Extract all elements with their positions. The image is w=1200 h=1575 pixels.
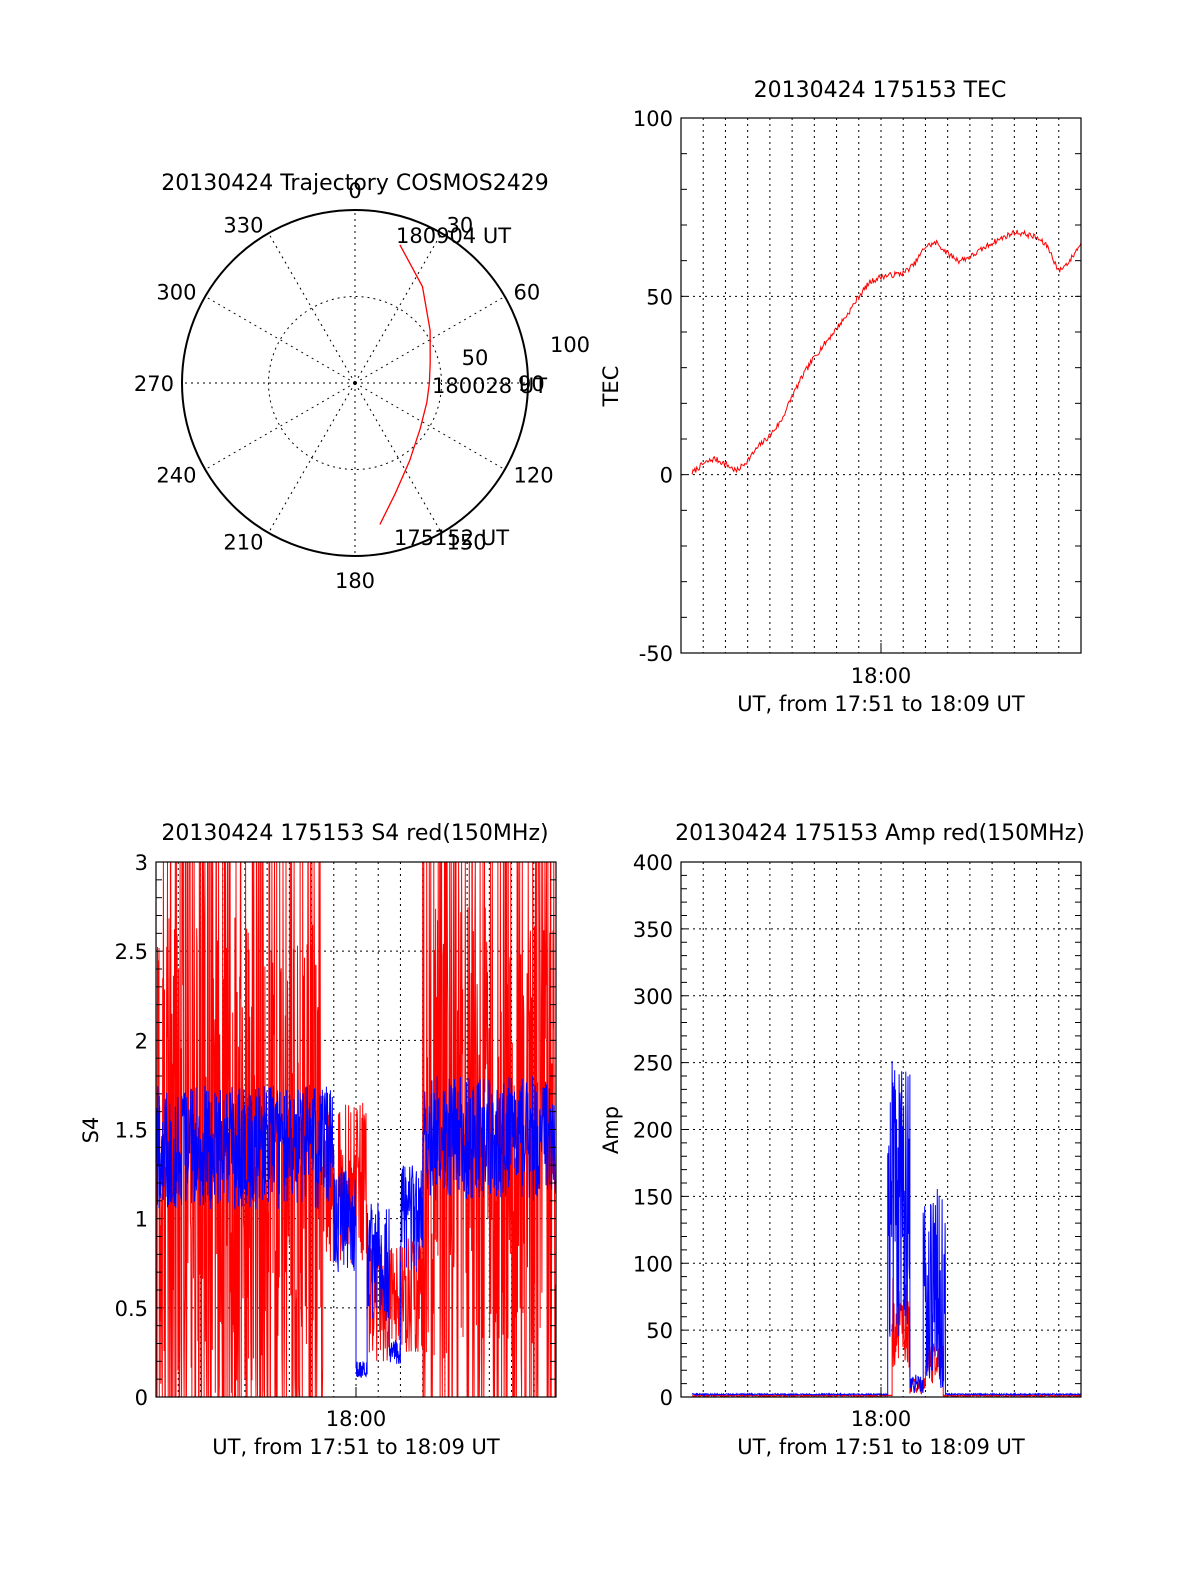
polar-spoke-30 xyxy=(354,232,442,384)
s4-chart: 20130424 175153 S4 red(150MHz) 0 0.5 1 1.5 2… xyxy=(79,821,557,1459)
s4-y-ticks: 0 0.5 1 1.5 2 2.5 3 xyxy=(115,851,556,1410)
tec-y-tick-3: 100 xyxy=(633,107,673,131)
tec-x-axis-label: UT, from 17:51 to 18:09 UT xyxy=(737,692,1025,716)
s4-y-tick-3: 1.5 xyxy=(115,1119,148,1143)
tec-x-tick: 18:00 xyxy=(851,664,912,688)
polar-angle-tick-180: 180 xyxy=(335,569,375,593)
s4-title: 20130424 175153 S4 red(150MHz) xyxy=(161,821,548,846)
amp-y-axis-label: Amp xyxy=(599,1106,623,1154)
amp-y-tick-2: 100 xyxy=(633,1252,673,1276)
amp-y-tick-8: 400 xyxy=(633,851,673,875)
s4-series xyxy=(155,861,557,1398)
tec-series-line-0 xyxy=(691,229,1082,475)
polar-radial-tick-100: 100 xyxy=(550,333,590,357)
polar-label-start: 175152 UT xyxy=(394,526,509,550)
s4-y-tick-1: 0.5 xyxy=(115,1297,148,1321)
polar-ring-50 xyxy=(268,296,442,470)
polar-angle-tick-30: 30 xyxy=(447,214,474,238)
polar-spoke-60 xyxy=(354,296,506,384)
polar-label-end: 180904 UT xyxy=(396,224,511,248)
polar-angle-tick-60: 60 xyxy=(513,281,540,305)
amp-y-tick-7: 350 xyxy=(633,918,673,942)
polar-outer-ring xyxy=(181,209,529,557)
s4-x-axis-label: UT, from 17:51 to 18:09 UT xyxy=(212,1435,500,1459)
s4-y-axis-label: S4 xyxy=(79,1117,103,1144)
tec-title: 20130424 175153 TEC xyxy=(754,78,1007,103)
amp-x-tick: 18:00 xyxy=(851,1407,912,1431)
amp-y-tick-6: 300 xyxy=(633,985,673,1009)
s4-y-tick-4: 2 xyxy=(135,1029,148,1053)
amp-y-tick-4: 200 xyxy=(633,1119,673,1143)
polar-angle-tick-120: 120 xyxy=(513,464,553,488)
s4-y-tick-5: 2.5 xyxy=(115,940,148,964)
polar-trajectory-chart: 20130424 Trajectory COSMOS2429 0 30 60 90 12… xyxy=(134,171,590,593)
s4-y-tick-2: 1 xyxy=(135,1208,148,1232)
polar-spoke-300 xyxy=(204,296,356,384)
polar-grid xyxy=(181,209,529,557)
amp-series-line-0 xyxy=(691,1277,1082,1399)
amp-y-tick-5: 250 xyxy=(633,1052,673,1076)
amp-series-line-1 xyxy=(691,1060,1082,1397)
polar-spoke-240 xyxy=(204,382,356,470)
polar-label-middle: 180028 UT xyxy=(432,374,547,398)
s4-series-line-1 xyxy=(155,1076,557,1378)
polar-angle-tick-150: 150 xyxy=(447,530,487,554)
s4-x-tick: 18:00 xyxy=(326,1407,387,1431)
amp-series xyxy=(691,1060,1082,1399)
polar-spoke-120 xyxy=(354,382,506,470)
amp-y-tick-0: 0 xyxy=(660,1386,673,1410)
amp-chart: 20130424 175153 Amp red(150MHz) 0 50 100 15… xyxy=(599,821,1085,1459)
amp-y-tick-1: 50 xyxy=(646,1319,673,1343)
polar-angle-tick-0: 0 xyxy=(348,179,361,203)
polar-angle-tick-300: 300 xyxy=(156,281,196,305)
amp-y-tick-3: 150 xyxy=(633,1185,673,1209)
s4-y-tick-0: 0 xyxy=(135,1386,148,1410)
polar-angle-tick-330: 330 xyxy=(223,214,263,238)
tec-y-tick-0: -50 xyxy=(639,642,673,666)
polar-title: 20130424 Trajectory COSMOS2429 xyxy=(161,171,548,196)
polar-angle-tick-270: 270 xyxy=(134,372,174,396)
polar-trajectory-line-0 xyxy=(379,244,431,525)
polar-spoke-330 xyxy=(268,232,356,384)
polar-angle-tick-240: 240 xyxy=(156,464,196,488)
s4-y-tick-6: 3 xyxy=(135,851,148,875)
tec-chart: 20130424 175153 TEC -50 0 50 100 18:00 UT, … xyxy=(599,78,1082,716)
polar-angle-tick-90: 90 xyxy=(518,372,545,396)
amp-x-axis-label: UT, from 17:51 to 18:09 UT xyxy=(737,1435,1025,1459)
tec-grid xyxy=(681,118,1081,653)
tec-y-tick-1: 0 xyxy=(660,464,673,488)
polar-angle-tick-210: 210 xyxy=(223,530,263,554)
polar-spoke-210 xyxy=(268,382,356,534)
tec-y-ticks: -50 0 50 100 xyxy=(633,107,1081,666)
tec-series xyxy=(691,229,1082,475)
tec-plot-frame xyxy=(680,117,1082,654)
polar-track xyxy=(379,244,431,525)
amp-title: 20130424 175153 Amp red(150MHz) xyxy=(675,821,1085,846)
polar-spoke-150 xyxy=(354,382,442,534)
amp-grid xyxy=(681,862,1081,1397)
amp-y-ticks: 0 50 100 150 200 250 300 350 400 xyxy=(633,851,1081,1410)
tec-y-tick-2: 50 xyxy=(646,285,673,309)
tec-y-axis-label: TEC xyxy=(599,366,623,408)
polar-angle-ticks: 0 30 60 90 120 150 180 210 240 270 300 330 xyxy=(134,179,554,593)
polar-radial-tick-50: 50 xyxy=(462,346,489,370)
